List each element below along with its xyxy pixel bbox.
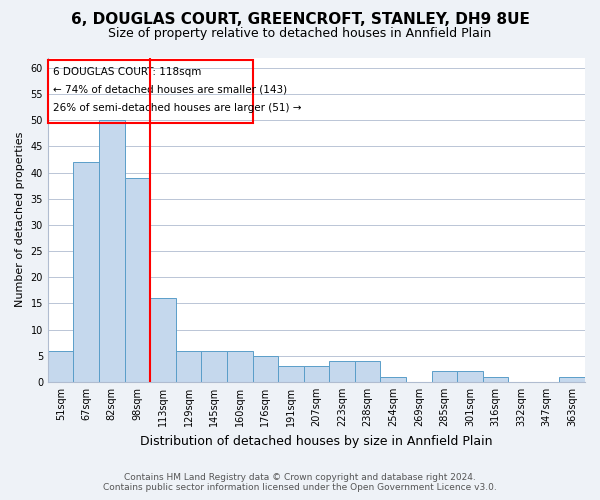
Bar (559, 376, 585, 382)
Bar (73, 162, 99, 382)
Text: 6, DOUGLAS COURT, GREENCROFT, STANLEY, DH9 8UE: 6, DOUGLAS COURT, GREENCROFT, STANLEY, D… (71, 12, 529, 28)
Bar (202, 350, 227, 382)
Text: 26% of semi-detached houses are larger (51) →: 26% of semi-detached houses are larger (… (53, 104, 302, 114)
Bar (457, 372, 482, 382)
Bar (278, 366, 304, 382)
Bar (482, 376, 508, 382)
Bar (48, 350, 73, 382)
Bar (150, 298, 176, 382)
Text: 6 DOUGLAS COURT: 118sqm: 6 DOUGLAS COURT: 118sqm (53, 67, 202, 77)
Text: Size of property relative to detached houses in Annfield Plain: Size of property relative to detached ho… (109, 28, 491, 40)
Bar (329, 361, 355, 382)
Bar (125, 178, 150, 382)
Bar (99, 120, 125, 382)
Text: ← 74% of detached houses are smaller (143): ← 74% of detached houses are smaller (14… (53, 85, 287, 95)
X-axis label: Distribution of detached houses by size in Annfield Plain: Distribution of detached houses by size … (140, 434, 493, 448)
Bar (253, 356, 278, 382)
Bar (227, 350, 253, 382)
Y-axis label: Number of detached properties: Number of detached properties (15, 132, 25, 308)
Bar (431, 372, 457, 382)
Bar (380, 376, 406, 382)
Bar (304, 366, 329, 382)
Bar (176, 350, 202, 382)
Bar (48, 60, 253, 123)
Bar (355, 361, 380, 382)
Text: Contains HM Land Registry data © Crown copyright and database right 2024.
Contai: Contains HM Land Registry data © Crown c… (103, 473, 497, 492)
